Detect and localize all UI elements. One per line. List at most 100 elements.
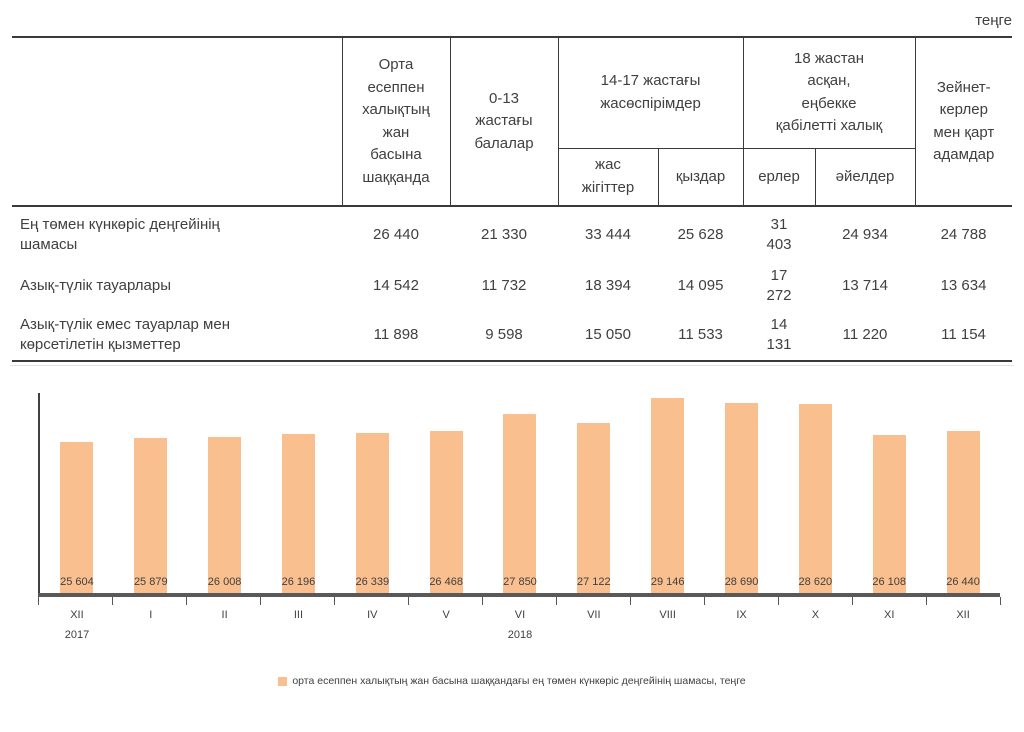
bar-value-label: 26 440: [946, 576, 980, 588]
bar: [946, 431, 980, 593]
bar: [503, 414, 537, 593]
value-cell: 15 050: [585, 325, 631, 343]
value-cell: 13 634: [940, 276, 987, 294]
table-row: Ең төмен күнкөріс деңгейінің шамасы 26 4…: [12, 206, 1012, 262]
category-tick-label: VI: [514, 609, 526, 621]
category-tick-label: IX: [736, 609, 747, 621]
header-adults-men: ерлер: [742, 148, 816, 206]
bar-value-label: 27 122: [577, 576, 611, 588]
bar-slot: 26 440: [926, 393, 1000, 593]
category-tick-label: XI: [884, 609, 895, 621]
bar-value-label: 28 690: [724, 576, 759, 588]
year-axis: 2017 2018: [38, 625, 1000, 647]
value-cell: 18 394: [585, 276, 631, 294]
row-label: Азық-түлік тауарлары: [20, 276, 172, 294]
bar: [208, 437, 242, 593]
x-axis: [38, 593, 1000, 597]
bar: [281, 434, 315, 593]
bar-slot: 27 122: [557, 393, 631, 593]
legend-label: орта есеппен халықтың жан басына шаққанд…: [292, 675, 746, 687]
value-cell: 11 154: [941, 325, 986, 343]
unit-label: теңге: [975, 12, 1012, 29]
bar-value-label: 29 146: [650, 576, 685, 588]
year-label-2018: 2018: [507, 629, 533, 641]
bar: [577, 423, 611, 593]
bar-slot: 26 008: [188, 393, 262, 593]
category-tick-label: X: [811, 609, 820, 621]
value-cell: 11 732: [481, 276, 527, 294]
legend-swatch: [278, 676, 288, 686]
value-cell: 33 444: [585, 225, 631, 243]
bar: [60, 442, 94, 593]
header-teens-group: 14-17 жастағы жасөспірімдер: [557, 37, 744, 149]
header-adults-women: әйелдер: [814, 148, 916, 206]
bar-value-label: 27 850: [503, 576, 537, 588]
bar-slot: 28 620: [778, 393, 852, 593]
category-axis: XII I II III IV V VI VII VIII IX X XI XII: [38, 605, 1000, 625]
bar-slot: 26 339: [335, 393, 409, 593]
bar: [651, 398, 685, 593]
table-row: Азық-түлік емес тауарлар мен көрсетілеті…: [12, 309, 1012, 361]
bar-value-label: 28 620: [798, 576, 833, 588]
bar-value-label: 25 604: [60, 576, 94, 588]
value-cell: 14 095: [677, 276, 724, 294]
value-cell: 24 788: [940, 225, 987, 243]
value-cell: 11 898: [373, 325, 419, 343]
bar-slot: 29 146: [631, 393, 705, 593]
y-axis: 25 604 25 879 26 008 26 196 26 339 26 468 27 8…: [38, 393, 1000, 593]
value-cell: 24 934: [842, 225, 888, 243]
bar: [429, 431, 463, 593]
row-label: Ең төмен күнкөріс деңгейінің шамасы: [20, 216, 220, 253]
header-per-capita: Орта есеппен халықтың жан басына шаққанд…: [341, 37, 450, 206]
bar: [725, 403, 759, 593]
value-cell: 21 330: [481, 225, 527, 243]
chart-legend: орта есеппен халықтың жан басына шаққанд…: [10, 675, 1014, 687]
category-tick-label: XII: [956, 609, 970, 621]
category-tick-label: III: [293, 609, 304, 621]
table-body: Ең төмен күнкөріс деңгейінің шамасы 26 4…: [12, 206, 1013, 361]
value-cell: 14 131: [766, 316, 792, 353]
year-label-2017: 2017: [64, 629, 90, 641]
category-tick-label: VII: [587, 609, 601, 621]
bar-slot: 27 850: [483, 393, 557, 593]
bar: [355, 433, 389, 593]
value-cell: 25 628: [677, 225, 724, 243]
value-cell: 11 533: [678, 325, 723, 343]
bar-slot: 26 196: [262, 393, 336, 593]
bar-slot: 28 690: [705, 393, 779, 593]
value-cell: 31 403: [766, 216, 792, 253]
bar: [134, 438, 168, 593]
bar-slot: 25 879: [114, 393, 188, 593]
category-tick-label: II: [221, 609, 228, 621]
bar-value-label: 26 339: [355, 576, 390, 588]
value-cell: 17 272: [766, 267, 792, 304]
bar: [872, 435, 906, 593]
table-header: Орта есеппен халықтың жан басына шаққанд…: [12, 37, 1013, 206]
value-cell: 9 598: [485, 325, 523, 343]
header-stub: [12, 37, 342, 206]
bar-value-label: 26 468: [429, 576, 463, 588]
category-tick-label: VIII: [659, 609, 676, 621]
header-pensioners: Зейнет- керлер мен қарт адамдар: [914, 37, 1013, 206]
bar: [798, 404, 832, 593]
header-teens-boys: жас жігіттер: [557, 148, 658, 206]
value-cell: 11 220: [842, 325, 888, 343]
bar-slot: 25 604: [40, 393, 114, 593]
value-cell: 13 714: [842, 276, 888, 294]
category-tick-label: IV: [367, 609, 378, 621]
bar-value-label: 26 008: [207, 576, 242, 588]
category-tick-label: V: [442, 609, 450, 621]
value-cell: 14 542: [373, 276, 419, 294]
row-label: Азық-түлік емес тауарлар мен көрсетілеті…: [20, 316, 230, 353]
living-wage-table: Орта есеппен халықтың жан басына шаққанд…: [12, 36, 1013, 362]
value-cell: 26 440: [373, 225, 419, 243]
bar-value-label: 26 196: [281, 576, 316, 588]
bar-chart: 25 604 25 879 26 008 26 196 26 339 26 468 27 8…: [10, 365, 1014, 699]
plot-area: 25 604 25 879 26 008 26 196 26 339 26 468 27 8…: [38, 393, 1001, 647]
header-children-0-13: 0-13 жастағы балалар: [449, 37, 558, 206]
table-row: Азық-түлік тауарлары 14 542 11 732 18 39…: [12, 262, 1012, 309]
bar-slot: 26 108: [852, 393, 926, 593]
bar-series: 25 604 25 879 26 008 26 196 26 339 26 468 27 8…: [40, 393, 1000, 593]
category-tick-label: XII: [70, 609, 84, 621]
bar-slot: 26 468: [409, 393, 483, 593]
